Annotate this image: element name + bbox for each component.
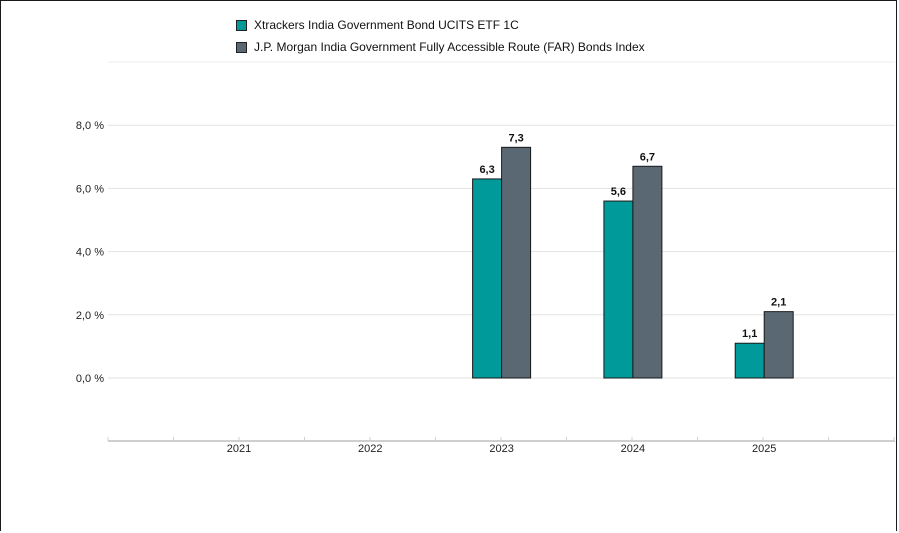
bar-etf-2024 <box>603 200 634 379</box>
bar-index-2023 <box>501 146 532 379</box>
legend-item-etf: Xtrackers India Government Bond UCITS ET… <box>236 14 645 36</box>
y-tick-label-1: 2,0 % <box>76 310 104 322</box>
data-label-etf-2024: 5,6 <box>611 186 626 198</box>
bar-index-2024 <box>632 165 663 379</box>
legend-item-index: J.P. Morgan India Government Fully Acces… <box>236 36 645 58</box>
data-label-index-2024: 6,7 <box>640 151 655 163</box>
x-tick-label-2023: 2023 <box>489 443 513 455</box>
x-tick-label-2025: 2025 <box>752 443 776 455</box>
data-label-index-2023: 7,3 <box>508 132 523 144</box>
legend-swatch-index <box>236 41 247 53</box>
x-tick-label-2022: 2022 <box>358 443 382 455</box>
y-tick-label-0: 0,0 % <box>76 373 104 385</box>
legend-label-index: J.P. Morgan India Government Fully Acces… <box>254 40 645 54</box>
legend-label-etf: Xtrackers India Government Bond UCITS ET… <box>254 18 519 32</box>
y-tick-label-4: 8,0 % <box>76 120 104 132</box>
data-label-etf-2025: 1,1 <box>742 328 757 340</box>
x-tick-label-2021: 2021 <box>227 443 251 455</box>
bar-index-2025 <box>763 311 794 379</box>
y-tick-label-3: 6,0 % <box>76 183 104 195</box>
data-label-etf-2023: 6,3 <box>479 164 494 176</box>
y-tick-label-2: 4,0 % <box>76 247 104 259</box>
legend-swatch-etf <box>236 19 247 31</box>
chart-legend: Xtrackers India Government Bond UCITS ET… <box>236 14 645 58</box>
x-tick-label-2024: 2024 <box>621 443 645 455</box>
bar-etf-2023 <box>472 178 503 379</box>
data-label-index-2025: 2,1 <box>771 297 786 309</box>
bar-etf-2025 <box>734 342 765 379</box>
